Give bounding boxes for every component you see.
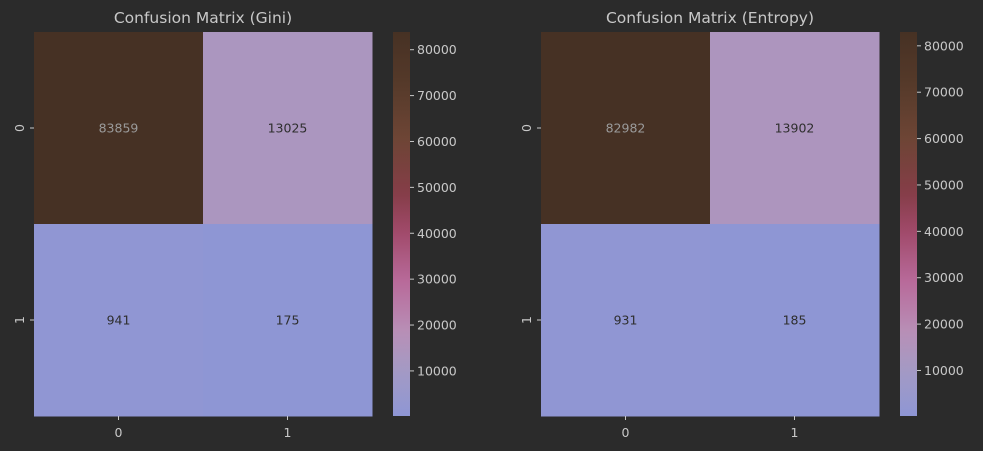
heatmap-cell-gini-r0c1	[203, 32, 373, 225]
heatmap-cell-entropy-r0c1	[710, 32, 880, 225]
chart-title-entropy: Confusion Matrix (Entropy)	[606, 9, 814, 27]
cell-annotation-gini-r1c0: 941	[107, 313, 131, 328]
heatmap-entropy-panel: Confusion Matrix (Entropy) 82982 13902 931 1…	[519, 9, 964, 440]
colorbar-tick-label-entropy-7: 80000	[924, 38, 964, 53]
y-tick-label-gini-1: 1	[12, 316, 27, 324]
colorbar-tick-label-entropy-1: 20000	[924, 317, 964, 332]
heatmap-gini-panel: Confusion Matrix (Gini) 83859 13025 941 175 0…	[12, 9, 457, 440]
heatmap-cell-gini-r1c1	[203, 224, 373, 417]
colorbar-tick-label-entropy-5: 60000	[924, 131, 964, 146]
colorbar-gini	[393, 32, 410, 416]
colorbar-tick-label-entropy-2: 30000	[924, 270, 964, 285]
colorbar-tick-label-gini-1: 20000	[417, 318, 457, 333]
heatmap-cell-entropy-r1c0	[541, 224, 711, 417]
heatmap-cell-entropy-r1c1	[710, 224, 880, 417]
cell-annotation-gini-r0c1: 13025	[268, 121, 308, 136]
cell-annotation-entropy-r1c0: 931	[614, 313, 638, 328]
colorbar-tick-label-gini-4: 50000	[417, 180, 457, 195]
x-tick-label-gini-0: 0	[115, 425, 123, 440]
cell-annotation-gini-r1c1: 175	[276, 313, 300, 328]
heatmap-cell-entropy-r0c0	[541, 32, 711, 225]
chart-title-gini: Confusion Matrix (Gini)	[114, 9, 292, 27]
colorbar-tick-label-entropy-3: 40000	[924, 224, 964, 239]
colorbar-tick-label-gini-5: 60000	[417, 134, 457, 149]
colorbar-tick-label-entropy-4: 50000	[924, 177, 964, 192]
x-tick-label-gini-1: 1	[284, 425, 292, 440]
heatmap-cell-gini-r1c0	[34, 224, 204, 417]
y-tick-label-gini-0: 0	[12, 124, 27, 132]
colorbar-tick-label-gini-3: 40000	[417, 226, 457, 241]
colorbar-tick-label-entropy-0: 10000	[924, 363, 964, 378]
x-tick-label-entropy-0: 0	[622, 425, 630, 440]
heatmap-cell-gini-r0c0	[34, 32, 204, 225]
colorbar-entropy	[900, 32, 917, 416]
cell-annotation-entropy-r0c1: 13902	[775, 121, 815, 136]
y-tick-label-entropy-0: 0	[519, 124, 534, 132]
colorbar-tick-label-entropy-6: 70000	[924, 85, 964, 100]
cell-annotation-entropy-r1c1: 185	[783, 313, 807, 328]
colorbar-tick-label-gini-7: 80000	[417, 42, 457, 57]
x-tick-label-entropy-1: 1	[791, 425, 799, 440]
colorbar-tick-label-gini-2: 30000	[417, 272, 457, 287]
y-tick-label-entropy-1: 1	[519, 316, 534, 324]
cell-annotation-entropy-r0c0: 82982	[606, 121, 646, 136]
colorbar-tick-label-gini-6: 70000	[417, 88, 457, 103]
colorbar-tick-label-gini-0: 10000	[417, 363, 457, 378]
cell-annotation-gini-r0c0: 83859	[99, 121, 139, 136]
